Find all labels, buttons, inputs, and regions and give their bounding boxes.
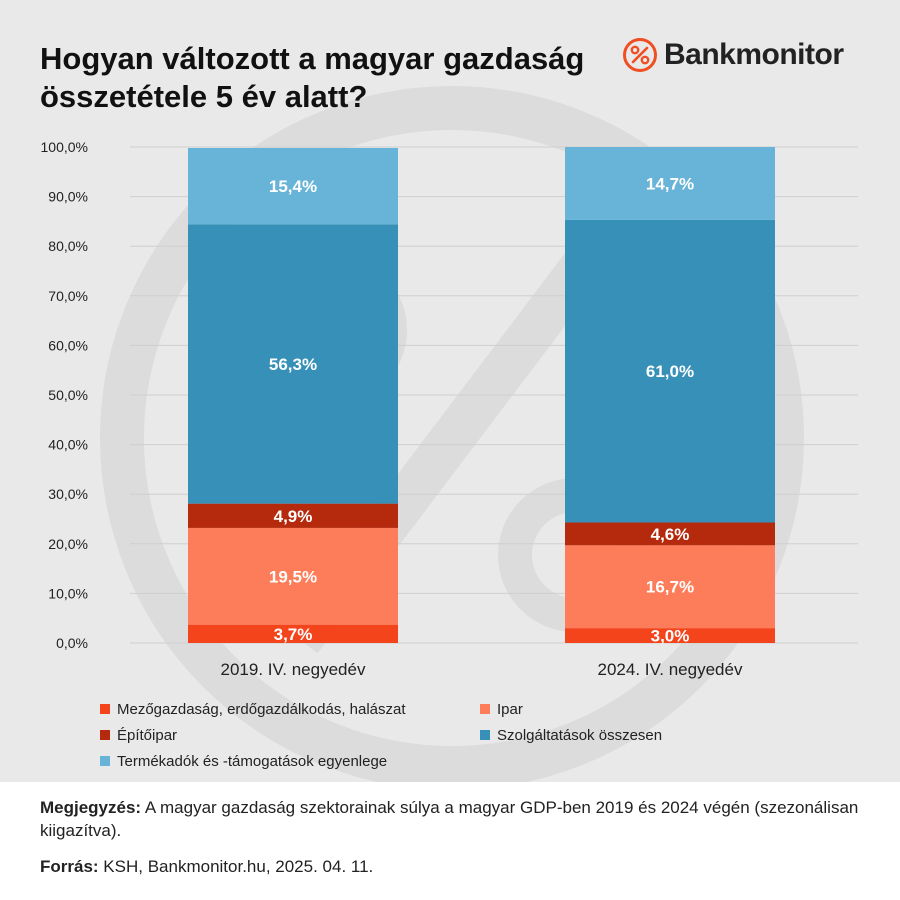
y-tick-label: 80,0% — [48, 238, 88, 254]
bar-segment — [188, 527, 398, 625]
data-label: 3,7% — [274, 625, 313, 644]
brand-logo: Bankmonitor — [622, 36, 844, 74]
legend-swatch — [480, 704, 490, 714]
y-tick-label: 90,0% — [48, 189, 88, 205]
bar-segment — [565, 147, 775, 220]
bar-segment — [188, 624, 398, 643]
y-tick-label: 30,0% — [48, 486, 88, 502]
legend-item: Termékadók és -támogatások egyenlege — [100, 749, 480, 773]
brand-name: Bankmonitor — [664, 38, 844, 71]
legend-label: Építőipar — [117, 726, 178, 744]
legend-label: Termékadók és -támogatások egyenlege — [117, 752, 388, 770]
y-tick-label: 100,0% — [41, 139, 88, 155]
legend-item: Építőipar — [100, 723, 480, 747]
source-text: KSH, Bankmonitor.hu, 2025. 04. 11. — [98, 857, 374, 876]
legend-label: Ipar — [497, 700, 523, 718]
y-tick-label: 60,0% — [48, 337, 88, 353]
source-note: Forrás: KSH, Bankmonitor.hu, 2025. 04. 1… — [40, 855, 860, 878]
remark-note: Megjegyzés: A magyar gazdaság szektorain… — [40, 796, 860, 842]
data-label: 3,0% — [651, 627, 690, 646]
remark-text: A magyar gazdaság szektorainak súlya a m… — [40, 798, 859, 840]
legend-label: Szolgáltatások összesen — [497, 726, 663, 744]
y-tick-label: 10,0% — [48, 585, 88, 601]
source-label: Forrás: — [40, 857, 99, 876]
percent-circle-icon — [623, 38, 657, 72]
data-label: 19,5% — [269, 567, 317, 586]
legend-swatch — [100, 730, 110, 740]
data-label: 15,4% — [269, 177, 317, 196]
data-label: 4,6% — [651, 525, 690, 544]
bar-segment — [565, 545, 775, 629]
legend-label: Mezőgazdaság, erdőgazdálkodás, halászat — [117, 700, 406, 718]
bar-segment — [188, 224, 398, 504]
legend-swatch — [100, 756, 110, 766]
legend-swatch — [480, 730, 490, 740]
y-tick-label: 70,0% — [48, 288, 88, 304]
data-label: 16,7% — [646, 578, 694, 597]
bar-segment — [188, 503, 398, 528]
bar-segment — [188, 147, 398, 225]
y-tick-label: 40,0% — [48, 437, 88, 453]
y-tick-label: 50,0% — [48, 387, 88, 403]
bar-segment — [565, 522, 775, 546]
legend-item: Szolgáltatások összesen — [480, 723, 740, 747]
legend-item: Ipar — [480, 697, 740, 721]
data-label: 4,9% — [274, 507, 313, 526]
notes-section: Megjegyzés: A magyar gazdaság szektorain… — [40, 796, 860, 878]
bar-segment — [565, 628, 775, 643]
y-tick-label: 0,0% — [56, 635, 88, 651]
stacked-bar-chart: 0,0% 10,0% 20,0% 30,0% 40,0% 50,0% 60,0% 70,0% 8… — [41, 139, 858, 679]
x-category-label: 2024. IV. negyedév — [598, 660, 743, 679]
legend-swatch — [100, 704, 110, 714]
data-label: 61,0% — [646, 362, 694, 381]
x-category-label: 2019. IV. negyedév — [221, 660, 366, 679]
legend-item: Mezőgazdaság, erdőgazdálkodás, halászat — [100, 697, 480, 721]
chart-legend: Mezőgazdaság, erdőgazdálkodás, halászat I… — [100, 697, 740, 773]
y-tick-label: 20,0% — [48, 536, 88, 552]
chart-card: Hogyan változott a magyar gazdaság össze… — [0, 0, 900, 782]
bar-segment — [565, 219, 775, 523]
chart-title: Hogyan változott a magyar gazdaság össze… — [40, 41, 585, 114]
data-label: 14,7% — [646, 174, 694, 193]
remark-label: Megjegyzés: — [40, 798, 142, 817]
data-label: 56,3% — [269, 355, 317, 374]
